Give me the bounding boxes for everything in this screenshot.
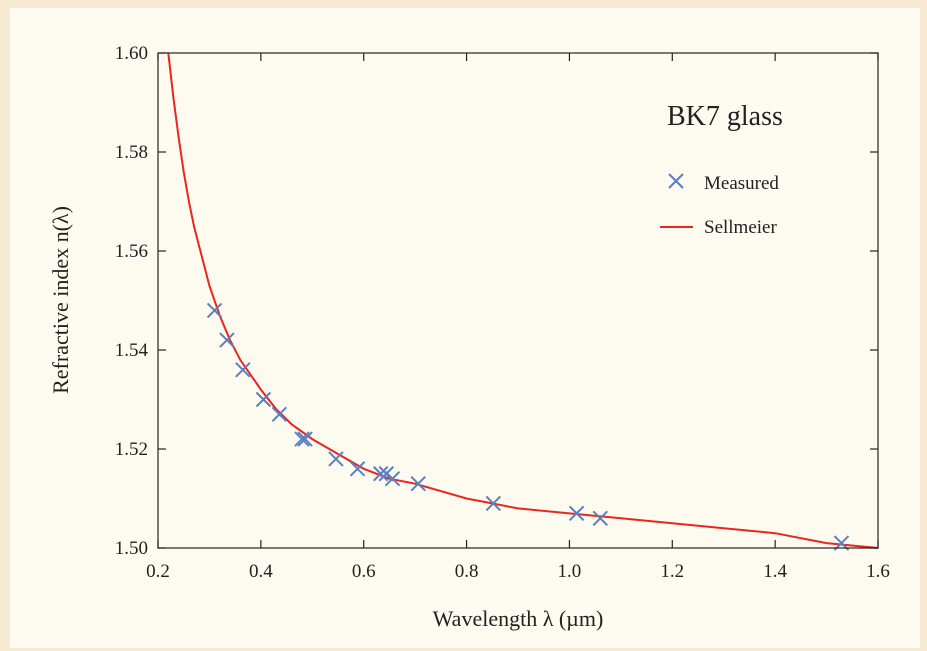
legend-measured-label: Measured: [704, 173, 779, 194]
measured-point: [328, 451, 344, 467]
measured-point: [384, 470, 401, 487]
y-tick-label: 1.56: [115, 241, 148, 262]
y-tick-label: 1.54: [115, 340, 149, 361]
y-tick-label: 1.60: [115, 43, 148, 64]
x-axis-title: Wavelength λ (µm): [433, 606, 604, 631]
measured-point: [271, 406, 288, 423]
chart-panel: 0.2 0.4 0.6 0.8 1.0 1.2 1.4 1.6 1.50 1.52 1.54 1.5…: [10, 8, 920, 648]
x-tick-label: 0.8: [455, 561, 479, 582]
measured-point: [410, 475, 426, 492]
x-tick-label: 1.2: [660, 561, 684, 582]
refractive-index-chart: 0.2 0.4 0.6 0.8 1.0 1.2 1.4 1.6 1.501.521.541.5…: [48, 43, 890, 631]
x-tick-label: 0.4: [249, 561, 273, 582]
line-layer: [167, 52, 879, 549]
y-tick-label: 1.52: [115, 439, 148, 460]
y-axis-title: Refractive index n(λ): [48, 206, 73, 394]
x-tick-label: 1.0: [558, 561, 582, 582]
measured-point: [294, 431, 310, 447]
x-tick-label: 1.6: [866, 561, 890, 582]
y-tick-label: 1.58: [115, 142, 148, 163]
measured-point: [235, 362, 251, 378]
y-tick-label: 1.50: [115, 538, 148, 559]
legend: BK7 glass Measured Sellmeier: [660, 101, 783, 238]
plot-area-border: [157, 52, 879, 549]
x-tick-label: 0.6: [352, 561, 376, 582]
measured-point: [592, 510, 608, 527]
legend-measured-marker: [668, 173, 684, 189]
measured-point: [255, 391, 272, 408]
y-axis-ticks: 1.50 1.52 1.54 1.56 1.58 1.60: [115, 43, 878, 559]
measured-point: [206, 302, 223, 319]
marker-layer: [206, 302, 850, 551]
x-axis-ticks: 0.2 0.4 0.6 0.8 1.0 1.2 1.4 1.6: [146, 53, 890, 582]
measured-point: [219, 332, 235, 348]
legend-title: BK7 glass: [667, 101, 783, 132]
x-tick-label: 0.2: [146, 561, 170, 582]
x-tick-label: 1.4: [763, 561, 787, 582]
sellmeier-curve: [167, 52, 879, 549]
measured-point: [349, 461, 366, 477]
measured-point: [568, 505, 585, 522]
legend-sellmeier-label: Sellmeier: [704, 217, 777, 238]
measured-point: [372, 466, 389, 482]
measured-point: [297, 431, 313, 447]
measured-point: [485, 495, 502, 512]
